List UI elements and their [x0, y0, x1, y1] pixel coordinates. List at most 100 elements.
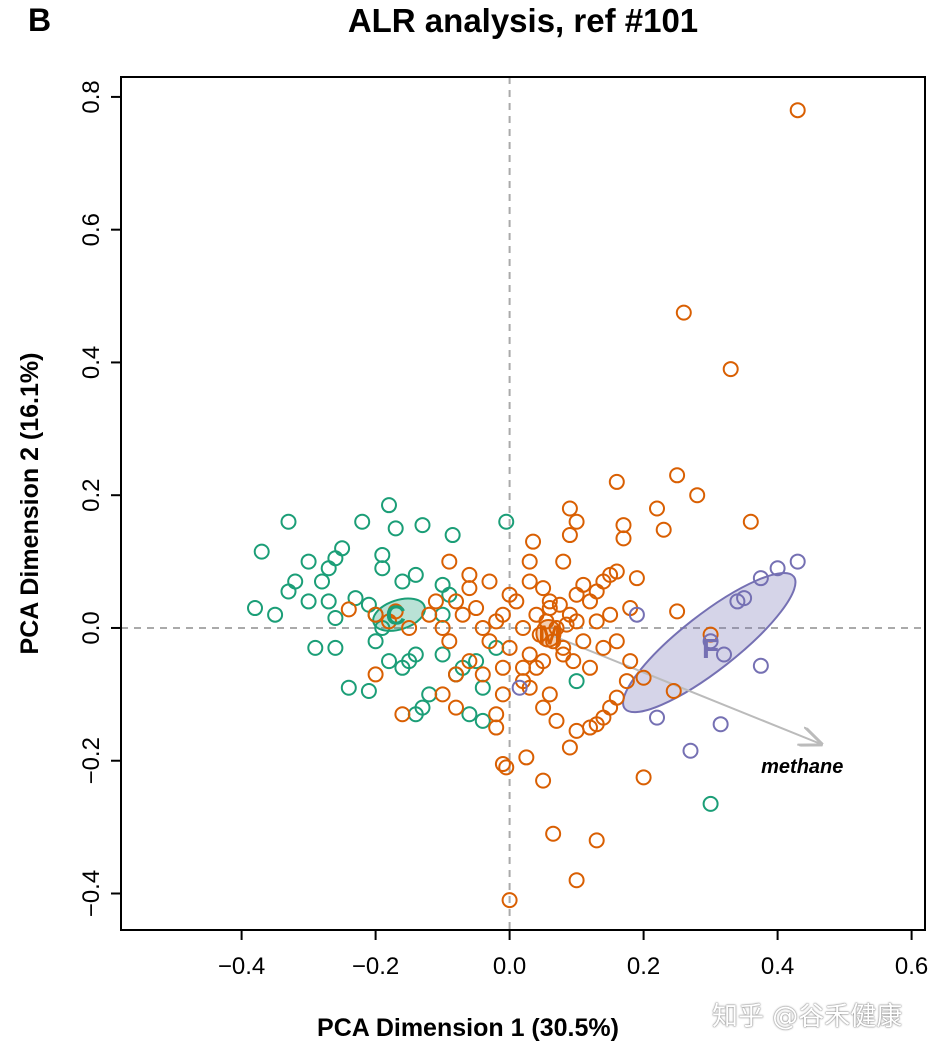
data-point	[561, 527, 578, 544]
plot-frame	[120, 76, 926, 931]
data-point	[501, 892, 518, 909]
data-point	[789, 102, 806, 119]
data-point	[354, 513, 371, 530]
data-point	[280, 583, 297, 600]
data-point	[444, 527, 461, 544]
x-tick-label: 0.4	[761, 953, 794, 980]
data-point	[545, 825, 562, 842]
data-point	[441, 633, 458, 650]
data-point	[689, 487, 706, 504]
data-point	[752, 657, 769, 674]
data-point	[381, 653, 397, 670]
data-point	[327, 610, 344, 627]
data-point	[729, 593, 746, 610]
data-point	[635, 669, 652, 686]
data-point	[521, 573, 538, 590]
data-point	[434, 576, 451, 593]
data-point	[327, 639, 344, 656]
data-point	[545, 633, 562, 650]
data-point	[488, 719, 505, 736]
data-point	[501, 586, 518, 603]
data-point	[789, 553, 806, 570]
data-point	[595, 639, 612, 656]
data-point	[628, 570, 645, 587]
data-point	[712, 716, 729, 733]
data-point	[769, 560, 786, 577]
y-tick-label: 0.4	[78, 346, 105, 379]
data-point	[682, 742, 699, 759]
data-point	[461, 706, 478, 723]
data-point	[253, 543, 270, 560]
data-point	[669, 603, 686, 620]
data-point	[320, 560, 337, 577]
data-point	[498, 759, 515, 776]
data-point	[675, 304, 692, 321]
data-point	[665, 683, 682, 700]
y-tick-label: −0.2	[78, 737, 105, 784]
data-point	[340, 601, 357, 618]
data-point	[531, 626, 548, 643]
data-point	[498, 513, 515, 530]
data-point	[548, 712, 565, 729]
data-point	[468, 600, 485, 617]
data-point	[602, 699, 619, 716]
data-point	[448, 699, 464, 716]
data-point	[538, 613, 555, 630]
data-point	[622, 653, 639, 670]
data-point	[461, 580, 478, 597]
biplot-arrow	[549, 633, 821, 745]
y-tick-label: 0.0	[78, 611, 105, 644]
data-point	[340, 679, 357, 696]
data-point	[588, 613, 605, 630]
data-point	[588, 583, 605, 600]
data-point	[481, 633, 498, 650]
data-point	[461, 566, 478, 583]
data-point	[374, 560, 391, 577]
x-tick-label: 0.6	[895, 953, 928, 980]
data-point	[541, 686, 558, 703]
data-point	[381, 497, 397, 514]
data-point	[247, 600, 263, 617]
data-point	[525, 533, 542, 550]
data-point	[287, 573, 304, 590]
data-point	[461, 653, 478, 670]
y-tick-label: 0.8	[78, 80, 105, 113]
data-point	[300, 553, 317, 570]
data-point	[555, 553, 572, 570]
series-f	[511, 553, 806, 759]
data-point	[374, 546, 391, 563]
data-point	[521, 553, 538, 570]
data-point	[649, 500, 665, 517]
data-point	[434, 606, 451, 623]
data-point	[515, 619, 531, 636]
data-point	[494, 686, 511, 703]
data-point	[575, 633, 592, 650]
data-point	[561, 739, 578, 756]
data-point	[367, 633, 384, 650]
data-point	[608, 473, 625, 490]
ellipse-f	[622, 572, 797, 714]
data-point	[565, 653, 582, 670]
data-point	[511, 679, 528, 696]
data-point	[582, 659, 598, 676]
data-point	[615, 530, 632, 547]
data-point	[474, 679, 491, 696]
data-point	[360, 596, 377, 613]
data-point	[568, 872, 585, 889]
data-point	[448, 593, 464, 610]
data-point	[649, 709, 665, 726]
data-point	[401, 619, 418, 636]
x-axis-title: PCA Dimension 1 (30.5%)	[317, 1014, 619, 1042]
data-point	[320, 593, 337, 610]
data-point	[494, 606, 511, 623]
data-point	[716, 646, 732, 663]
data-point	[427, 593, 444, 610]
data-point	[454, 606, 471, 623]
data-point	[618, 673, 635, 690]
data-point	[568, 722, 585, 739]
data-point	[635, 769, 652, 786]
data-point	[434, 646, 451, 663]
data-point	[702, 795, 719, 812]
data-point	[494, 659, 511, 676]
